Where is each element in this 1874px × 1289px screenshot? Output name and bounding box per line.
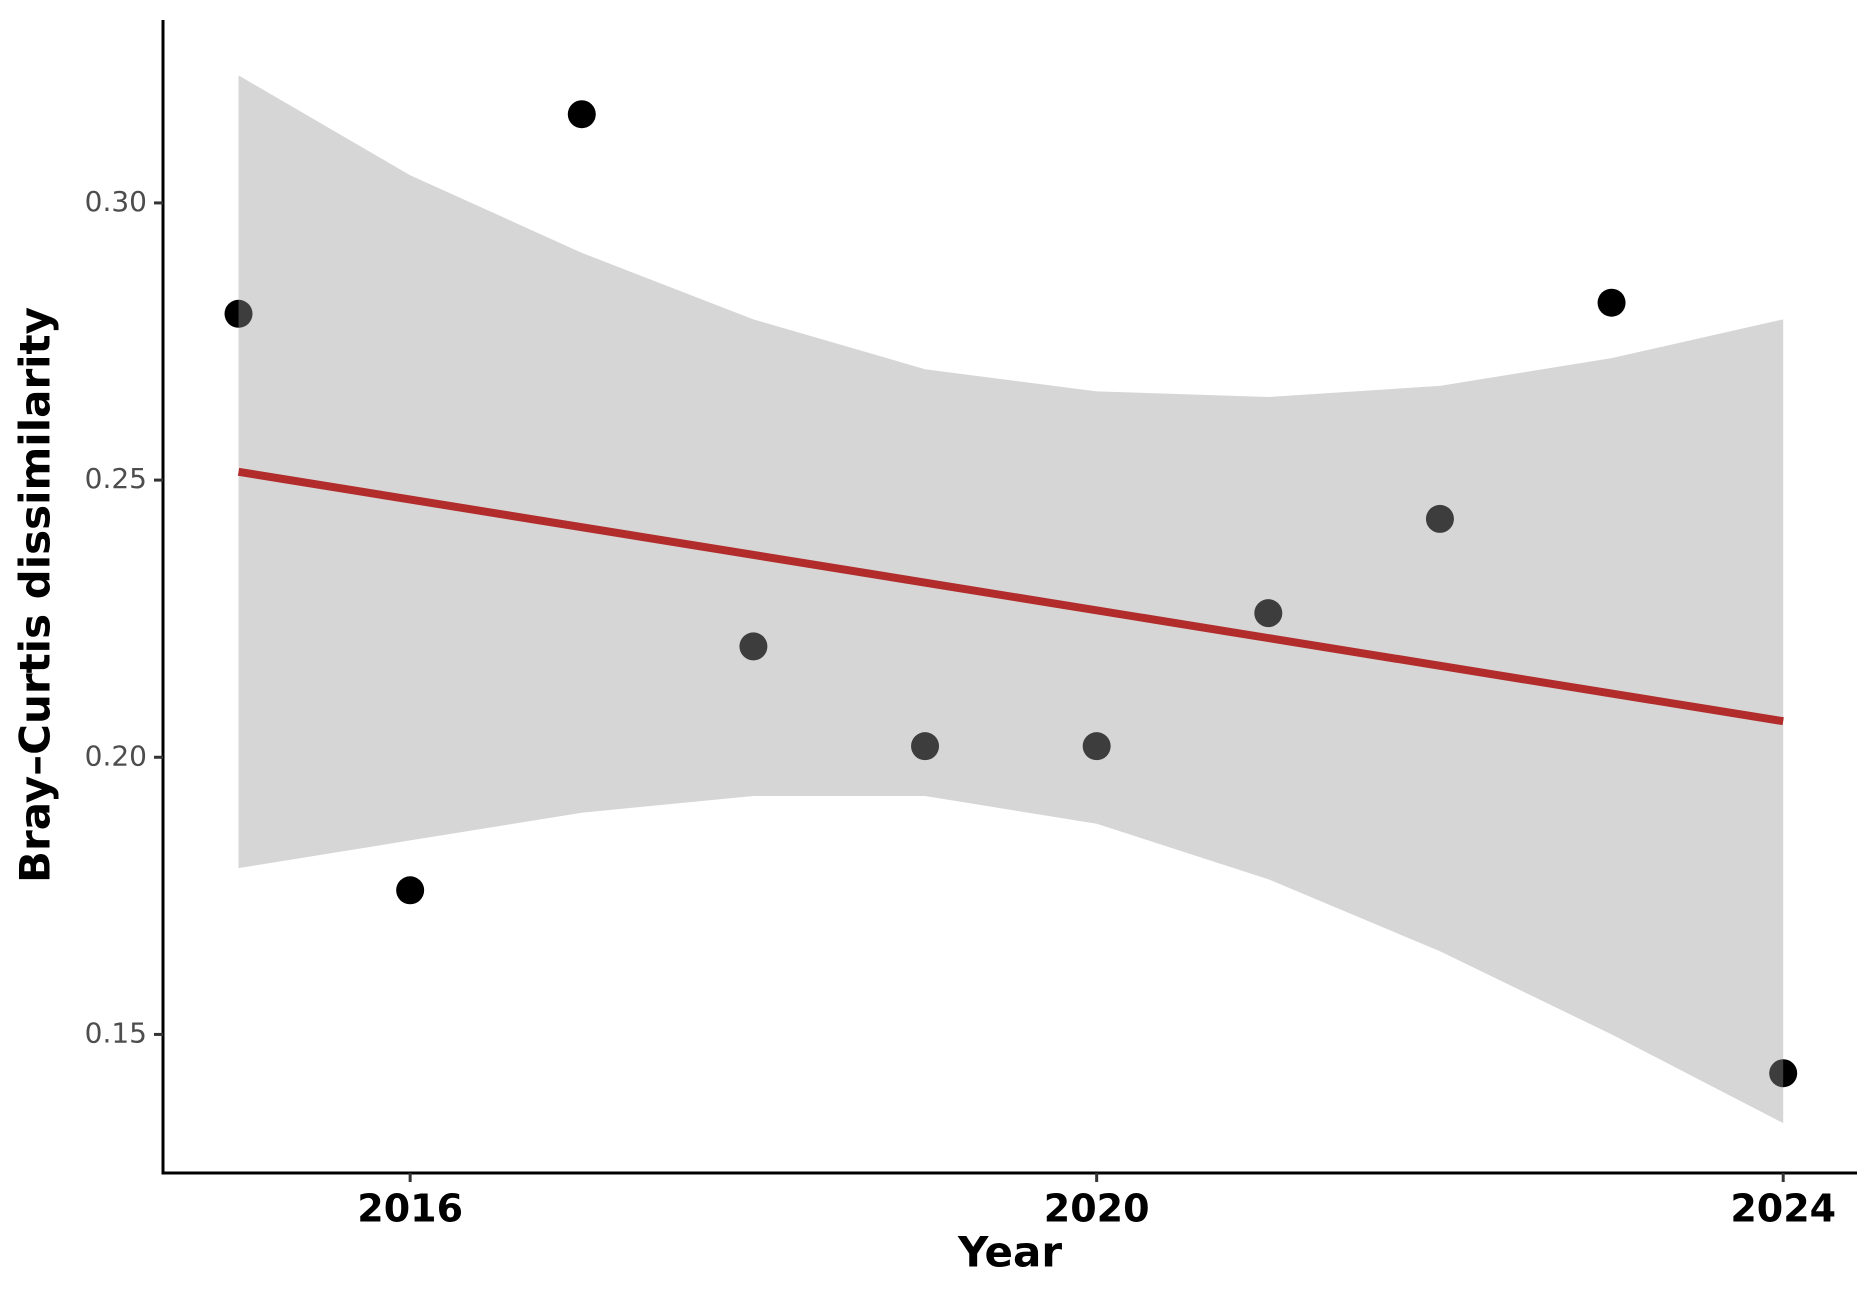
x-tick-label: 2024	[1730, 1187, 1836, 1231]
point	[1769, 1059, 1798, 1088]
point	[224, 299, 253, 328]
y-tick-label: 0.15	[85, 1016, 147, 1049]
point	[396, 876, 425, 905]
point	[911, 732, 940, 761]
y-tick-label: 0.25	[85, 462, 147, 495]
point	[1254, 599, 1283, 628]
y-tick-label: 0.20	[85, 739, 147, 772]
point	[1082, 732, 1111, 761]
fit-line	[237, 467, 1784, 726]
point	[1425, 504, 1454, 533]
x-tick-label: 2020	[1044, 1187, 1150, 1231]
y-tick-label: 0.30	[85, 185, 147, 218]
point	[567, 100, 596, 129]
x-tick-label: 2016	[357, 1187, 463, 1231]
point	[739, 632, 768, 661]
y-axis-title: Bray–Curtis dissimilarity	[11, 307, 60, 883]
x-axis-title: Year	[957, 1228, 1062, 1277]
point	[1597, 288, 1626, 317]
